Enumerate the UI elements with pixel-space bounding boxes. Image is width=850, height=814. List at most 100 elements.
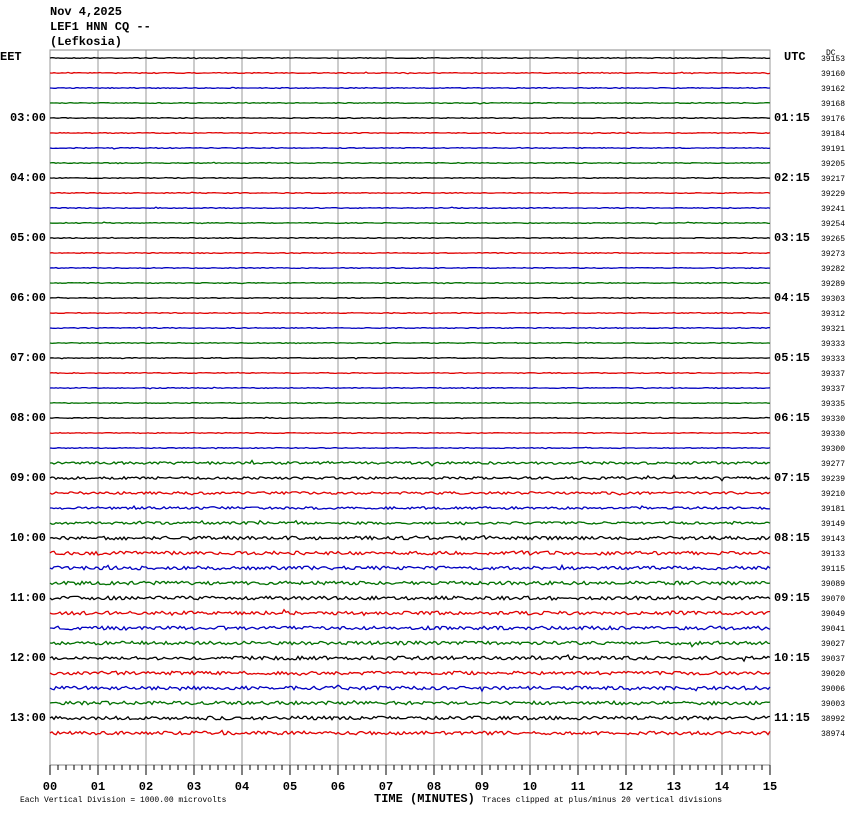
trace [49,206,771,210]
local-time-label: 12:00 [10,651,46,665]
trace [49,356,771,360]
utc-time-label: 07:15 [774,471,810,485]
utc-time-label: 01:15 [774,111,810,125]
trace [49,684,771,693]
local-time-label: 08:00 [10,411,46,425]
row-count: 39115 [821,565,845,574]
utc-time-label: 05:15 [774,351,810,365]
x-tick-label: 14 [715,780,729,794]
row-count: 39041 [821,625,845,634]
row-count: 39070 [821,595,845,604]
local-time-label: 13:00 [10,711,46,725]
utc-time-label: 03:15 [774,231,810,245]
row-count: 39168 [821,100,845,109]
trace [49,416,771,420]
row-count: 39254 [821,220,845,229]
utc-time-label: 02:15 [774,171,810,185]
trace [49,715,771,721]
trace [49,595,771,602]
row-count: 39241 [821,205,845,214]
utc-time-label: 08:15 [774,531,810,545]
row-count: 39210 [821,490,845,499]
trace [49,176,771,180]
trace [49,191,771,195]
trace [49,371,771,375]
utc-time-label: 04:15 [774,291,810,305]
left-zone: EET [0,50,22,64]
trace [49,386,771,390]
corner-label: DC [826,49,836,58]
row-count: 39143 [821,535,845,544]
trace [49,341,771,345]
row-count: 39300 [821,445,845,454]
x-tick-label: 06 [331,780,345,794]
row-count: 38992 [821,715,845,724]
trace [49,131,771,135]
x-tick-label: 02 [139,780,153,794]
row-count: 39335 [821,400,845,409]
row-count: 39333 [821,355,845,364]
row-count: 39049 [821,610,845,619]
trace [49,71,771,75]
row-count: 39330 [821,430,845,439]
x-tick-label: 04 [235,780,249,794]
station: LEF1 HNN CQ -- [50,20,151,34]
trace [49,296,771,300]
local-time-label: 07:00 [10,351,46,365]
trace [49,474,771,482]
trace [49,729,771,736]
row-count: 39205 [821,160,845,169]
clip-note: Traces clipped at plus/minus 20 vertical… [482,796,722,805]
trace [49,608,770,617]
utc-time-label: 09:15 [774,591,810,605]
local-time-label: 05:00 [10,231,46,245]
local-time-label: 03:00 [10,111,46,125]
trace [49,654,771,663]
right-zone: UTC [784,50,806,64]
row-count: 39003 [821,700,845,709]
trace [49,699,771,706]
row-count: 39333 [821,340,845,349]
row-count: 39181 [821,505,845,514]
x-axis-title: TIME (MINUTES) [374,792,475,806]
local-time-label: 10:00 [10,531,46,545]
row-count: 39303 [821,295,845,304]
row-count: 39330 [821,415,845,424]
trace [49,116,770,120]
row-count: 39282 [821,265,845,274]
row-count: 39277 [821,460,845,469]
x-tick-label: 15 [763,780,777,794]
local-time-label: 04:00 [10,171,46,185]
trace [49,311,771,315]
trace [49,221,771,225]
trace [49,640,771,648]
row-count: 39229 [821,190,845,199]
row-count: 39321 [821,325,845,334]
local-time-label: 06:00 [10,291,46,305]
x-tick-label: 00 [43,780,57,794]
row-count: 39217 [821,175,845,184]
row-count: 39037 [821,655,845,664]
utc-time-label: 11:15 [774,711,810,725]
location: (Lefkosia) [50,35,122,49]
x-tick-label: 08 [427,780,441,794]
row-count: 39020 [821,670,845,679]
row-count: 39337 [821,385,845,394]
trace [49,146,771,150]
trace [49,580,771,586]
trace [49,459,771,467]
trace [49,535,771,541]
trace [49,251,771,255]
trace [49,56,771,60]
trace [49,161,770,165]
trace [49,101,771,105]
row-count: 39006 [821,685,845,694]
x-tick-label: 11 [571,780,585,794]
trace [49,266,771,270]
row-count: 39027 [821,640,845,649]
row-count: 39176 [821,115,845,124]
row-count: 39265 [821,235,845,244]
x-tick-label: 13 [667,780,681,794]
row-count: 39289 [821,280,845,289]
